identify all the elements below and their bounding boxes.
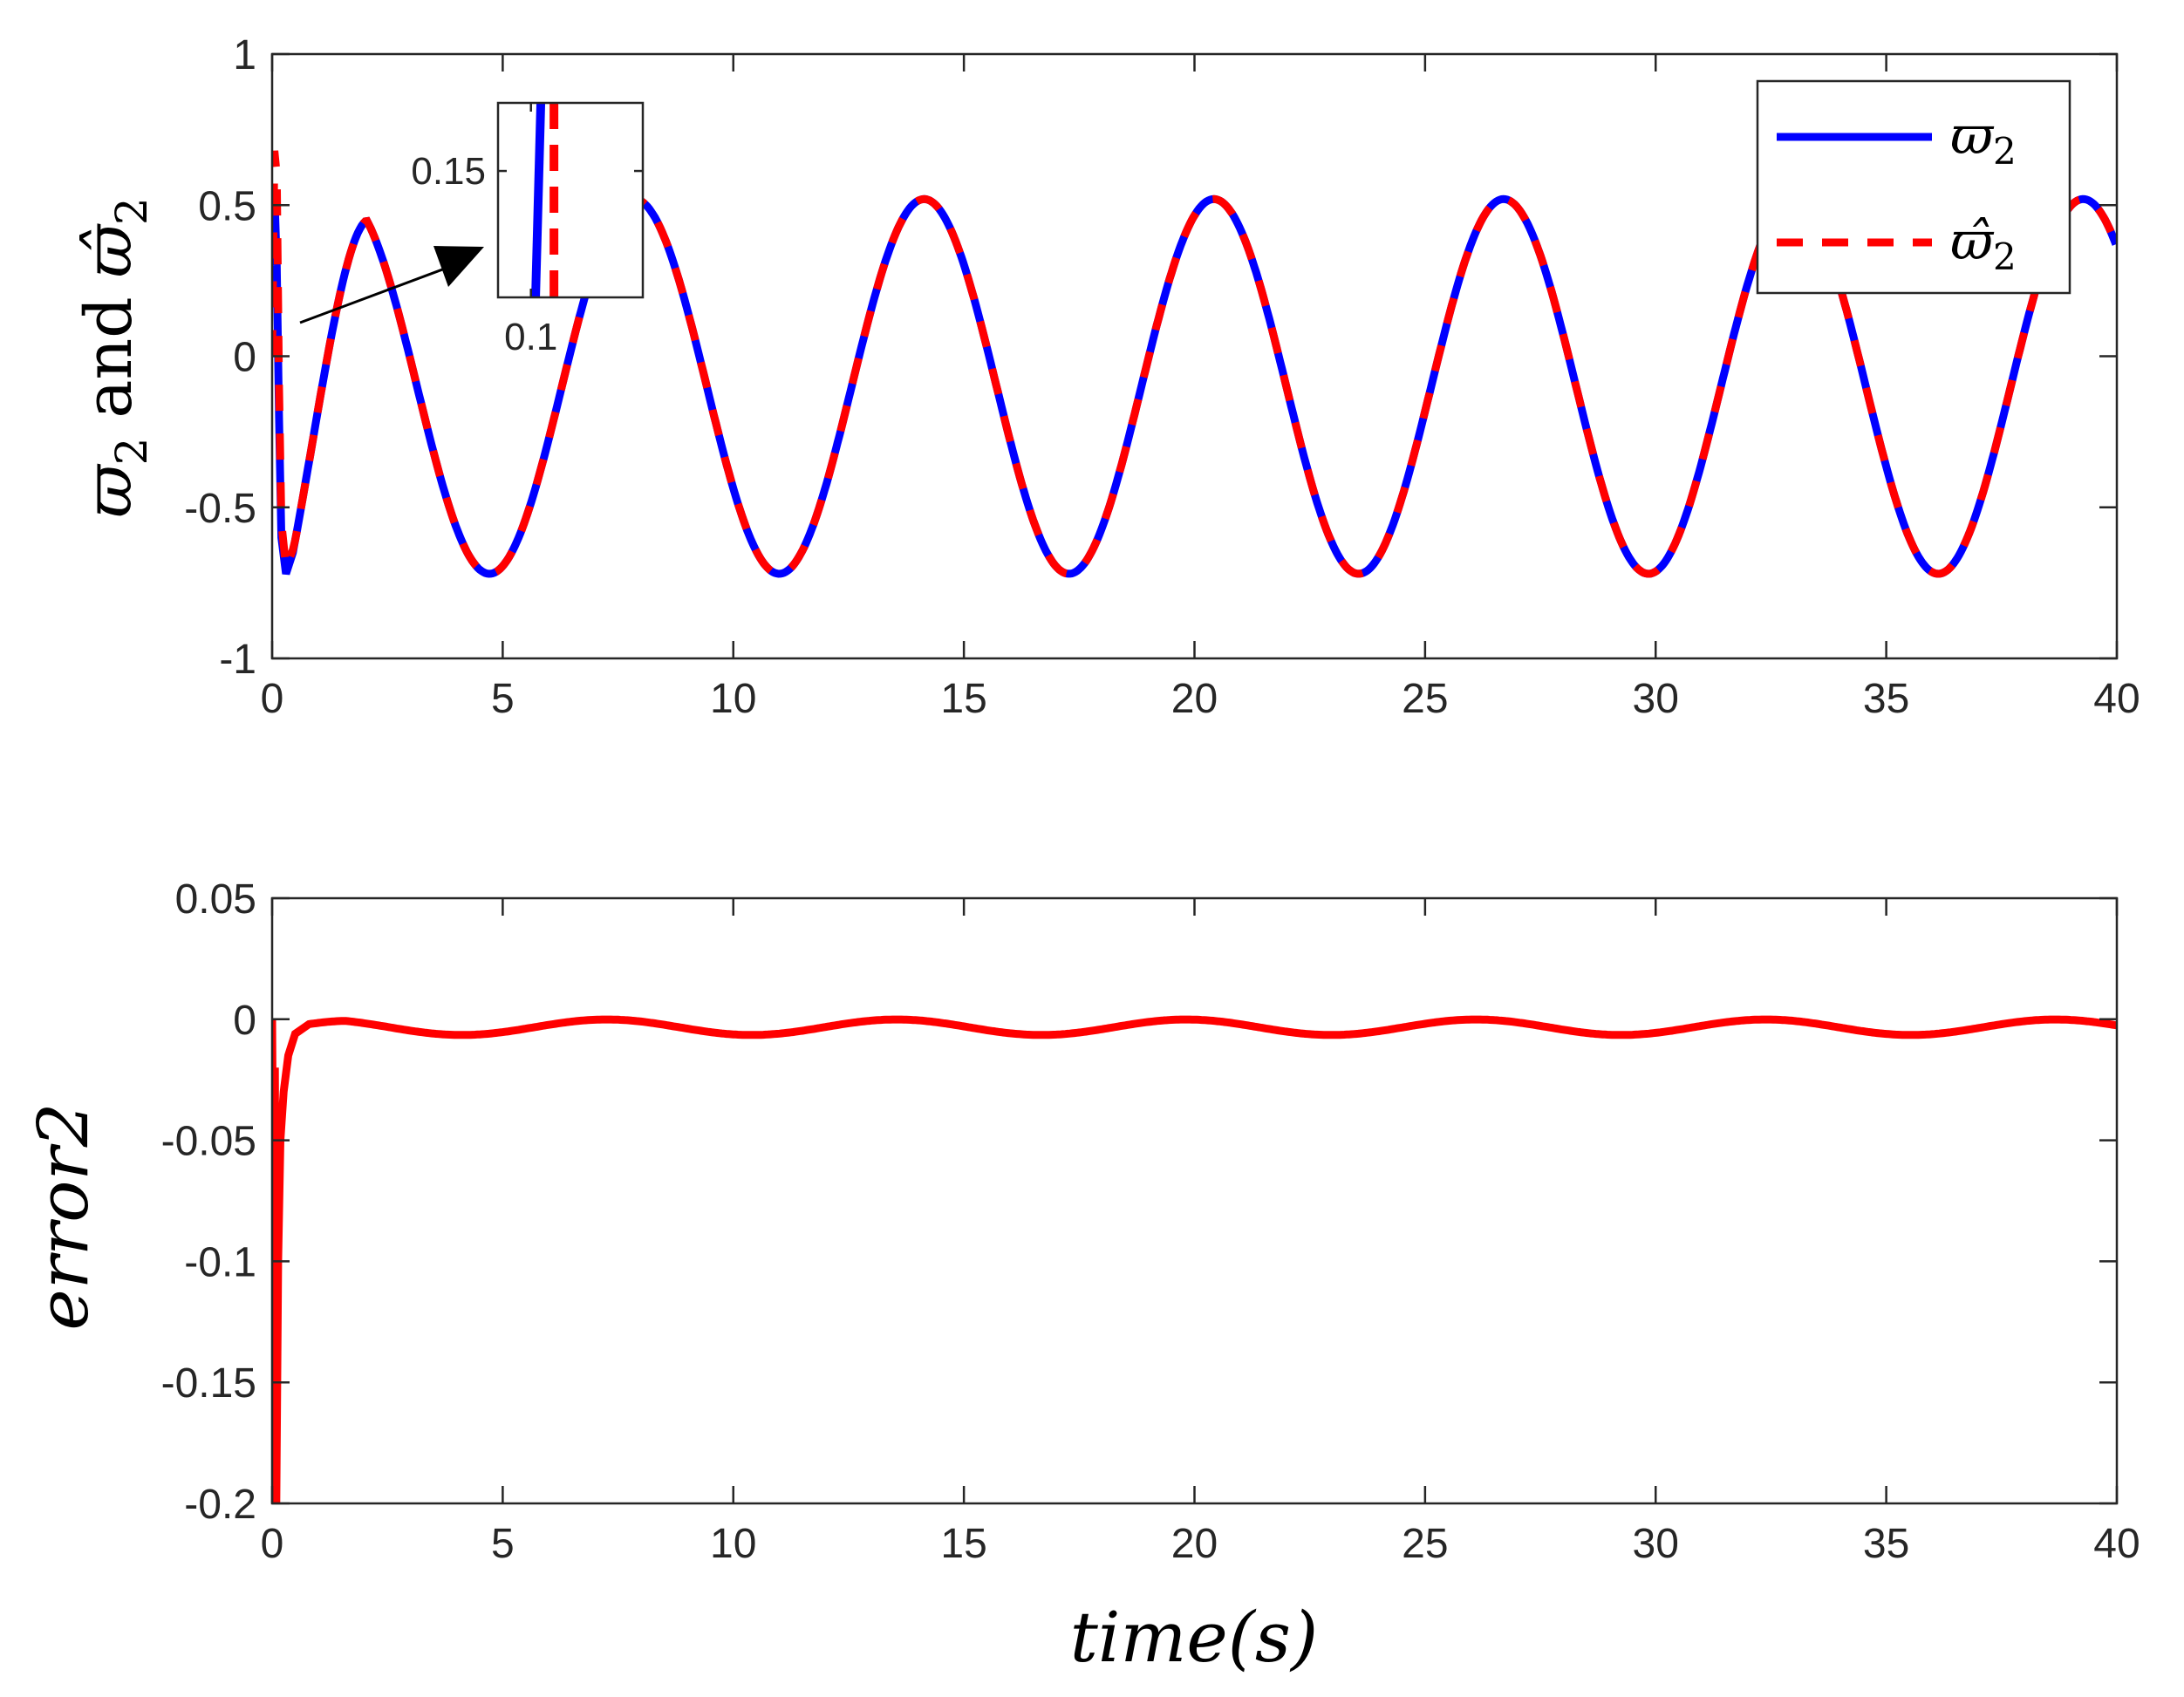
bottom-xtick-label: 20 <box>1171 1521 1218 1567</box>
ylabel-symbol: ϖ <box>72 463 147 518</box>
top-x-ticks: 0 5 10 15 20 25 30 35 40 <box>261 54 2140 722</box>
legend-label-omega2-hat: ϖ̂2 <box>1950 211 2017 278</box>
legend-box <box>1756 79 2071 295</box>
top-y-ticks: -1 -0.5 0 0.5 1 <box>184 32 2117 683</box>
bottom-xtick-label: 15 <box>940 1521 986 1567</box>
top-xtick-label: 15 <box>940 676 986 722</box>
inset-omega2-line <box>531 103 546 297</box>
bottom-ytick-label: -0.15 <box>161 1360 256 1407</box>
bottom-xtick-label: 5 <box>491 1521 515 1567</box>
bottom-xtick-label: 30 <box>1633 1521 1679 1567</box>
top-ytick-label: 0.5 <box>198 183 256 229</box>
legend-omega2-symbol: ϖ <box>1950 106 1995 167</box>
top-y-axis-label: ϖ2andϖ̂2 <box>72 197 157 517</box>
top-xtick-label: 10 <box>710 676 756 722</box>
bottom-xtick-label: 10 <box>710 1521 756 1567</box>
bottom-ytick-label: 0 <box>233 998 256 1044</box>
ylabel-hat-subscript: 2 <box>106 197 157 225</box>
ylabel-hat-symbol: ϖ̂ <box>72 222 147 277</box>
ylabel-subscript: 2 <box>106 438 157 466</box>
top-xtick-label: 5 <box>491 676 515 722</box>
legend-omega2-subscript: 2 <box>1993 130 2017 173</box>
inset-ytick-label: 0.15 <box>411 150 486 193</box>
bottom-xtick-label: 40 <box>2093 1521 2140 1567</box>
bottom-y-axis-label: error2 <box>23 1102 104 1330</box>
arrow-shaft <box>299 264 453 324</box>
top-ytick-label: -1 <box>219 637 256 683</box>
top-ytick-label: 0 <box>233 335 256 381</box>
top-xtick-label: 30 <box>1633 676 1679 722</box>
zoom-arrow <box>299 246 484 324</box>
zoom-inset: 0.15 0.1 <box>411 101 645 358</box>
top-xtick-label: 35 <box>1863 676 1909 722</box>
inset-frame <box>496 101 645 299</box>
bottom-xtick-label: 0 <box>261 1521 284 1567</box>
top-xtick-label: 0 <box>261 676 284 722</box>
ylabel-connector: and <box>72 296 147 418</box>
bottom-xtick-label: 25 <box>1402 1521 1448 1567</box>
top-plot: 0 5 10 15 20 25 30 35 40 -1-0.500.51 ϖ2andϖ̂2 ϖ2… <box>72 32 2140 722</box>
bottom-plot-background <box>272 898 2117 1503</box>
inset-ticks: 0.15 0.1 <box>411 103 643 358</box>
top-xtick-label: 40 <box>2093 676 2140 722</box>
top-xtick-label: 20 <box>1171 676 1218 722</box>
bottom-xtick-label: 35 <box>1863 1521 1909 1567</box>
legend-label-omega2: ϖ2 <box>1950 106 2017 173</box>
top-xtick-label: 25 <box>1402 676 1448 722</box>
bottom-ytick-label: -0.05 <box>161 1119 256 1165</box>
x-axis-label: time(s) <box>1070 1597 1318 1678</box>
inset-background <box>498 103 643 297</box>
top-ytick-label: 1 <box>233 32 256 78</box>
top-ytick-label: -0.5 <box>184 486 256 532</box>
legend-omega2-hat-symbol: ϖ̂ <box>1950 211 1995 272</box>
bottom-plot: 0 5 10 15 20 25 30 35 40 -0.2 -0.15 -0.1 -0.05 0 0.05… <box>23 876 2140 1678</box>
error2-line <box>272 1015 2117 1503</box>
arrow-head <box>433 246 484 287</box>
legend-omega2-hat-subscript: 2 <box>1993 235 2017 278</box>
bottom-ytick-label: -0.2 <box>184 1482 256 1528</box>
inset-xtick-label: 0.1 <box>504 316 557 358</box>
inset-lines <box>531 103 559 297</box>
bottom-ytick-label: -0.1 <box>184 1239 256 1285</box>
legend: ϖ2 ϖ̂2 <box>1756 79 2071 295</box>
bottom-ytick-label: 0.05 <box>175 876 256 923</box>
bottom-series-group <box>272 1015 2117 1503</box>
bottom-y-ticks: -0.2 -0.15 -0.1 -0.05 0 0.05 <box>161 876 2117 1528</box>
bottom-x-ticks: 0 5 10 15 20 25 30 35 40 <box>261 898 2140 1567</box>
